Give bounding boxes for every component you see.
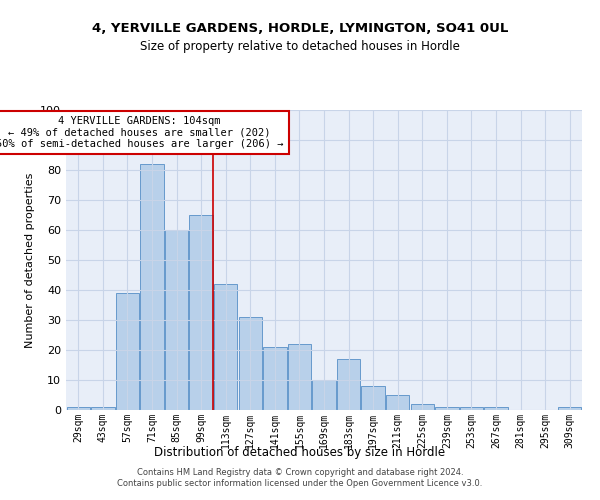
Text: 4 YERVILLE GARDENS: 104sqm
← 49% of detached houses are smaller (202)
50% of sem: 4 YERVILLE GARDENS: 104sqm ← 49% of deta… (0, 116, 283, 149)
Bar (239, 317, 262, 410)
Bar (140, 164, 164, 410)
Bar (165, 230, 188, 410)
Bar (386, 395, 409, 410)
Bar (190, 215, 213, 410)
Bar (67, 407, 90, 410)
Bar (288, 344, 311, 410)
Bar (91, 407, 115, 410)
Text: Contains HM Land Registry data © Crown copyright and database right 2024.
Contai: Contains HM Land Registry data © Crown c… (118, 468, 482, 487)
Bar (484, 407, 508, 410)
Bar (435, 407, 458, 410)
Bar (214, 284, 238, 410)
Text: 4, YERVILLE GARDENS, HORDLE, LYMINGTON, SO41 0UL: 4, YERVILLE GARDENS, HORDLE, LYMINGTON, … (92, 22, 508, 36)
Text: Distribution of detached houses by size in Hordle: Distribution of detached houses by size … (154, 446, 446, 459)
Y-axis label: Number of detached properties: Number of detached properties (25, 172, 35, 348)
Bar (460, 407, 483, 410)
Bar (410, 404, 434, 410)
Text: Size of property relative to detached houses in Hordle: Size of property relative to detached ho… (140, 40, 460, 53)
Bar (361, 386, 385, 410)
Bar (116, 293, 139, 410)
Bar (337, 359, 360, 410)
Bar (263, 347, 287, 410)
Bar (558, 407, 581, 410)
Bar (313, 380, 335, 410)
